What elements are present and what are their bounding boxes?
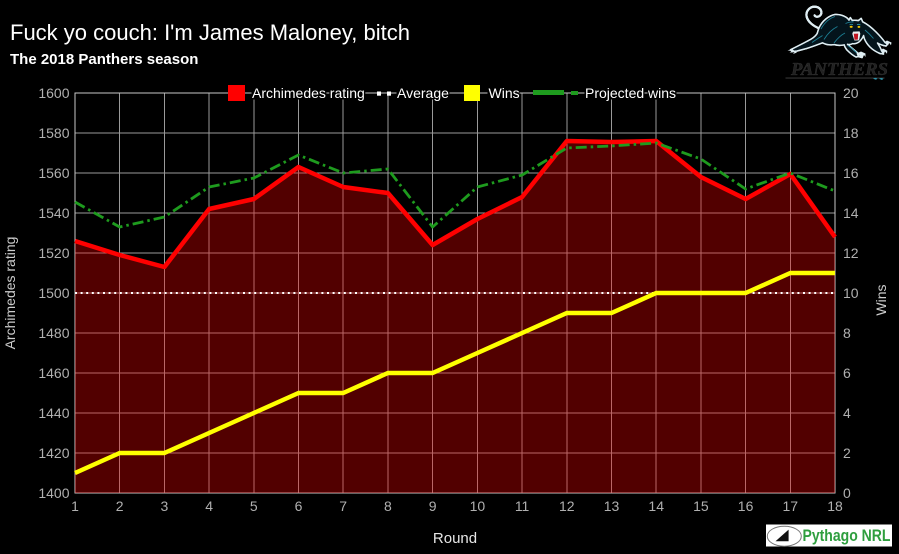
svg-text:Projected wins: Projected wins — [585, 85, 676, 101]
svg-text:8: 8 — [384, 498, 392, 514]
svg-text:10: 10 — [470, 498, 486, 514]
svg-text:Pythago NRL: Pythago NRL — [803, 526, 891, 545]
svg-text:3: 3 — [161, 498, 169, 514]
svg-text:1520: 1520 — [38, 245, 69, 261]
svg-text:Archimedes rating: Archimedes rating — [252, 85, 365, 101]
svg-text:Wins: Wins — [873, 284, 889, 315]
svg-text:The 2018 Panthers season: The 2018 Panthers season — [10, 51, 198, 68]
svg-text:4: 4 — [205, 498, 213, 514]
svg-text:14: 14 — [648, 498, 664, 514]
svg-text:4: 4 — [843, 405, 851, 421]
svg-text:6: 6 — [843, 365, 851, 381]
svg-text:6: 6 — [295, 498, 303, 514]
svg-text:Archimedes rating: Archimedes rating — [2, 237, 18, 350]
svg-text:0: 0 — [843, 485, 851, 501]
svg-text:9: 9 — [429, 498, 437, 514]
svg-text:16: 16 — [843, 165, 859, 181]
svg-text:1440: 1440 — [38, 405, 69, 421]
svg-text:1: 1 — [71, 498, 79, 514]
svg-text:13: 13 — [604, 498, 620, 514]
svg-text:16: 16 — [738, 498, 754, 514]
svg-text:1500: 1500 — [38, 285, 69, 301]
svg-text:1400: 1400 — [38, 485, 69, 501]
svg-text:Round: Round — [433, 530, 477, 547]
svg-text:20: 20 — [843, 85, 859, 101]
svg-text:1460: 1460 — [38, 365, 69, 381]
svg-text:18: 18 — [843, 125, 859, 141]
svg-text:17: 17 — [783, 498, 799, 514]
svg-text:5: 5 — [250, 498, 258, 514]
svg-text:18: 18 — [827, 498, 843, 514]
svg-text:1600: 1600 — [38, 85, 69, 101]
svg-text:12: 12 — [559, 498, 575, 514]
svg-text:2: 2 — [843, 445, 851, 461]
svg-text:11: 11 — [515, 498, 530, 514]
svg-text:15: 15 — [693, 498, 709, 514]
svg-text:7: 7 — [339, 498, 347, 514]
svg-text:10: 10 — [843, 285, 859, 301]
svg-text:12: 12 — [843, 245, 859, 261]
svg-text:1480: 1480 — [38, 325, 69, 341]
svg-text:1580: 1580 — [38, 125, 69, 141]
svg-text:Fuck yo couch: I'm James Malon: Fuck yo couch: I'm James Maloney, bitch — [10, 20, 410, 45]
svg-text:8: 8 — [843, 325, 851, 341]
svg-text:Wins: Wins — [489, 85, 520, 101]
svg-text:Average: Average — [397, 85, 449, 101]
svg-text:1560: 1560 — [38, 165, 69, 181]
svg-text:1420: 1420 — [38, 445, 69, 461]
svg-text:2: 2 — [116, 498, 124, 514]
svg-text:1540: 1540 — [38, 205, 69, 221]
svg-text:PANTHERS: PANTHERS — [790, 59, 888, 79]
svg-text:14: 14 — [843, 205, 859, 221]
